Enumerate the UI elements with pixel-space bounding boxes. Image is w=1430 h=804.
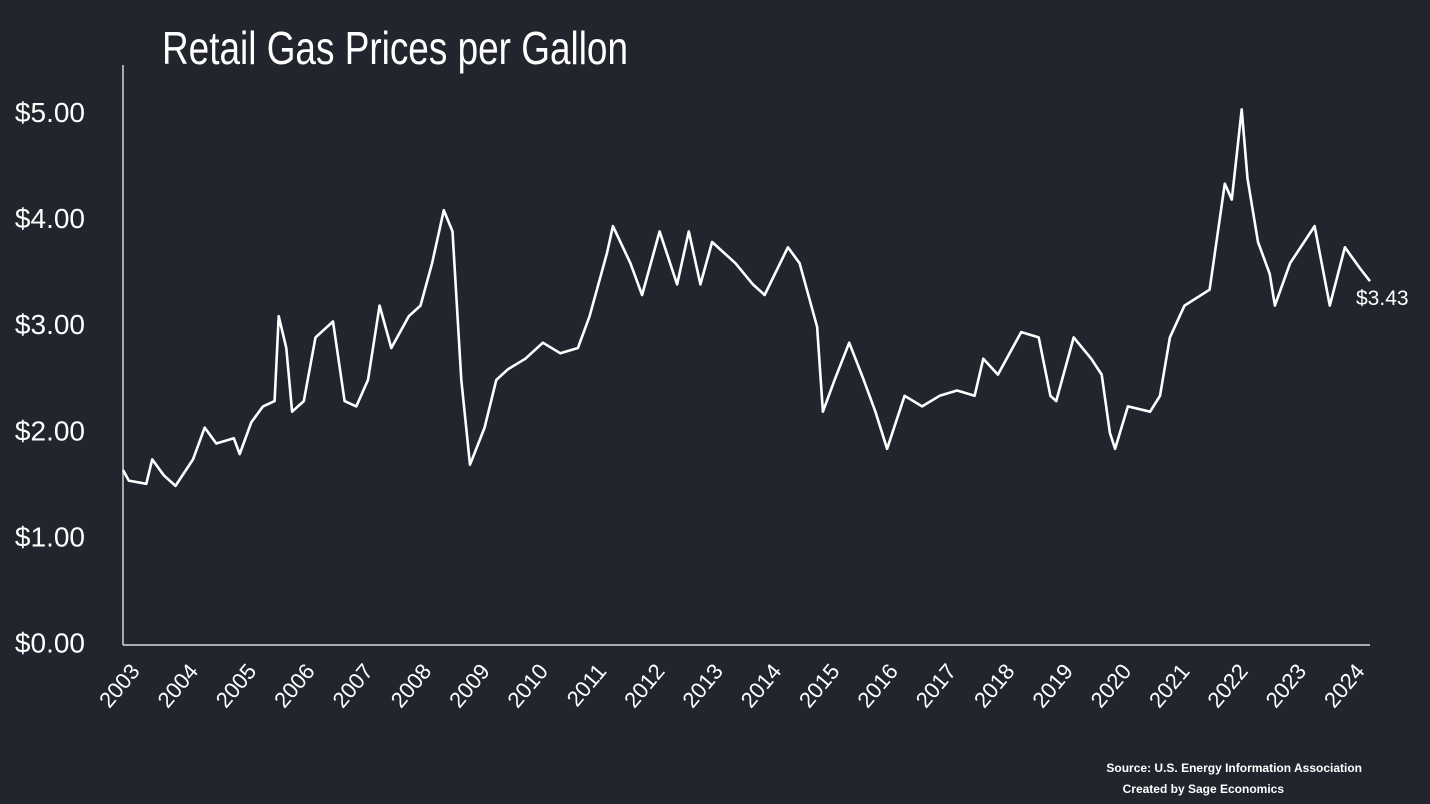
y-tick-label: $4.00: [15, 203, 85, 234]
y-tick-label: $2.00: [15, 415, 85, 446]
y-tick-label: $0.00: [15, 627, 85, 658]
y-tick-label: $1.00: [15, 521, 85, 552]
price-line: [121, 108, 1372, 488]
chart-title: Retail Gas Prices per Gallon: [162, 22, 628, 74]
credit-note: Created by Sage Economics: [1123, 782, 1285, 796]
y-tick-label: $3.00: [15, 309, 85, 340]
source-note: Source: U.S. Energy Information Associat…: [1106, 761, 1362, 775]
end-value-label: $3.43: [1356, 287, 1409, 310]
y-tick-label: $5.00: [15, 97, 85, 128]
